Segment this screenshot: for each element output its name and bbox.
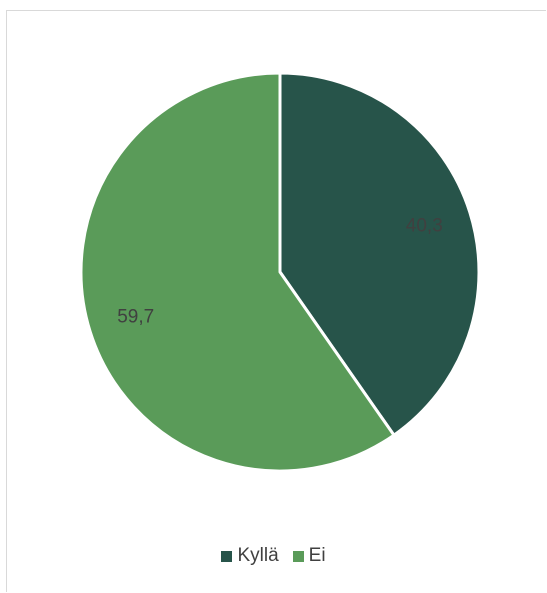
pie-slice-kyll- bbox=[278, 71, 481, 437]
legend-item-ei: Ei bbox=[292, 545, 326, 567]
legend-label-kylla: Kyllä bbox=[237, 545, 279, 566]
chart-frame bbox=[6, 10, 546, 592]
pie-data-labels: 40,3 59,7 bbox=[117, 216, 443, 328]
data-label-kyll-: 40,3 bbox=[406, 216, 443, 237]
pie-slices bbox=[79, 71, 481, 473]
pie-slice-ei bbox=[79, 71, 396, 473]
legend-label-ei: Ei bbox=[308, 545, 326, 566]
legend-swatch-kylla bbox=[221, 550, 233, 562]
legend-swatch-ei bbox=[292, 550, 304, 562]
legend: Kyllä Ei bbox=[0, 545, 547, 567]
data-label-ei: 59,7 bbox=[117, 306, 154, 327]
legend-item-kylla: Kyllä bbox=[221, 545, 279, 567]
